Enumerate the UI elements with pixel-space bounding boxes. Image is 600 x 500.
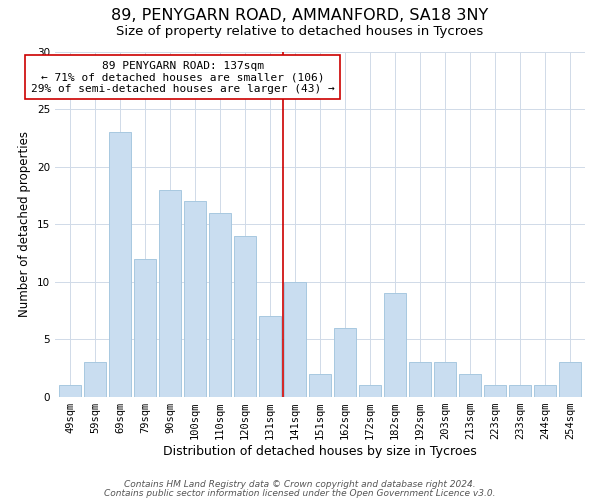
Bar: [509, 385, 531, 396]
Text: 89 PENYGARN ROAD: 137sqm
← 71% of detached houses are smaller (106)
29% of semi-: 89 PENYGARN ROAD: 137sqm ← 71% of detach…: [31, 60, 334, 94]
Bar: [359, 385, 381, 396]
Bar: [259, 316, 281, 396]
X-axis label: Distribution of detached houses by size in Tycroes: Distribution of detached houses by size …: [163, 444, 477, 458]
Bar: [159, 190, 181, 396]
Bar: [209, 212, 231, 396]
Bar: [559, 362, 581, 396]
Text: Contains HM Land Registry data © Crown copyright and database right 2024.: Contains HM Land Registry data © Crown c…: [124, 480, 476, 489]
Y-axis label: Number of detached properties: Number of detached properties: [19, 131, 31, 317]
Text: 89, PENYGARN ROAD, AMMANFORD, SA18 3NY: 89, PENYGARN ROAD, AMMANFORD, SA18 3NY: [112, 8, 488, 22]
Bar: [484, 385, 506, 396]
Bar: [459, 374, 481, 396]
Bar: [184, 201, 206, 396]
Bar: [234, 236, 256, 396]
Text: Contains public sector information licensed under the Open Government Licence v3: Contains public sector information licen…: [104, 489, 496, 498]
Bar: [434, 362, 456, 396]
Bar: [84, 362, 106, 396]
Bar: [309, 374, 331, 396]
Bar: [409, 362, 431, 396]
Bar: [59, 385, 81, 396]
Bar: [109, 132, 131, 396]
Text: Size of property relative to detached houses in Tycroes: Size of property relative to detached ho…: [116, 25, 484, 38]
Bar: [284, 282, 306, 397]
Bar: [134, 258, 156, 396]
Bar: [534, 385, 556, 396]
Bar: [334, 328, 356, 396]
Bar: [384, 293, 406, 397]
